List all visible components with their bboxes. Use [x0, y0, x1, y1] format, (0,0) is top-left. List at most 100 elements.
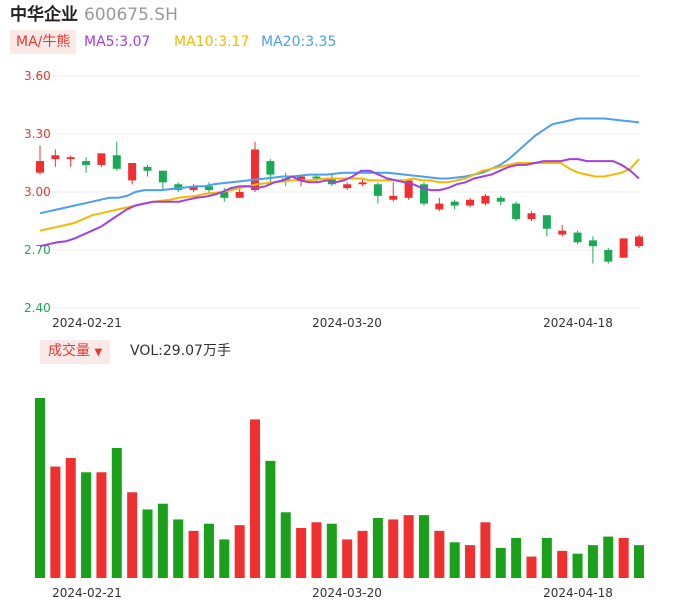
- y-tick-label: 3.30: [24, 127, 51, 141]
- volume-bar: [434, 530, 445, 578]
- volume-value: VOL:29.07万手: [130, 343, 231, 359]
- volume-bar: [65, 458, 76, 578]
- candle-body: [158, 170, 167, 183]
- y-tick-label: 2.40: [24, 301, 51, 315]
- volume-indicator-label: 成交量: [48, 343, 90, 359]
- volume-bar: [618, 538, 629, 578]
- volume-x-axis: 2024-02-21 2024-03-20 2024-04-18: [52, 586, 613, 600]
- volume-bar: [219, 539, 230, 578]
- y-tick-label: 2.70: [24, 243, 51, 257]
- volume-bar: [35, 398, 45, 578]
- volume-bar: [326, 523, 337, 578]
- candle-body: [419, 184, 428, 204]
- volume-bar: [81, 472, 92, 578]
- ma5-line: [39, 158, 640, 248]
- candle-body: [604, 250, 613, 262]
- volume-bar: [449, 542, 460, 578]
- price-grid: [38, 75, 640, 309]
- candle-body: [174, 184, 183, 191]
- volume-bar: [127, 492, 138, 578]
- volume-bar: [142, 509, 153, 578]
- volume-bar: [296, 528, 307, 578]
- candlestick-series: [36, 141, 643, 264]
- volume-bar: [526, 556, 537, 578]
- volume-bar: [372, 518, 383, 578]
- candle-body: [128, 163, 137, 181]
- volume-bar: [418, 515, 429, 578]
- volume-bar: [388, 519, 399, 578]
- candle-body: [189, 186, 198, 191]
- price-y-axis: 3.60 3.30 3.00 2.70 2.40: [24, 69, 51, 315]
- candle-body: [435, 203, 444, 210]
- volume-bars: [35, 398, 644, 578]
- y-tick-label: 3.00: [24, 185, 51, 199]
- candle-body: [404, 180, 413, 198]
- candle-body: [312, 176, 321, 179]
- stock-name: 中华企业: [10, 5, 78, 25]
- candle-body: [373, 184, 382, 196]
- candle-body: [389, 195, 398, 200]
- candle-body: [220, 192, 229, 198]
- volume-bar: [234, 525, 245, 578]
- volume-bar: [403, 515, 414, 578]
- candle-body: [251, 149, 260, 191]
- ma5-label: MA5:3.07: [84, 34, 151, 50]
- x-tick-label: 2024-04-18: [543, 586, 613, 600]
- volume-bar: [188, 530, 199, 578]
- candle-body: [542, 215, 551, 229]
- volume-bar: [111, 448, 122, 578]
- x-tick-label: 2024-02-21: [52, 586, 122, 600]
- volume-bar: [265, 460, 276, 578]
- candle-body: [112, 155, 121, 169]
- volume-bar: [280, 512, 291, 578]
- candle-body: [466, 199, 475, 206]
- volume-bar: [634, 545, 644, 578]
- candle-body: [235, 192, 244, 198]
- candle-body: [481, 195, 490, 204]
- candle-body: [297, 176, 306, 181]
- candle-body: [266, 161, 275, 175]
- volume-bar: [511, 538, 522, 578]
- volume-bar: [603, 536, 614, 578]
- candle-body: [343, 184, 352, 189]
- stock-title: 中华企业 600675.SH: [10, 4, 178, 26]
- candle-body: [619, 238, 628, 258]
- ma20-line: [39, 117, 640, 215]
- volume-bar: [465, 545, 476, 578]
- x-tick-label: 2024-03-20: [312, 316, 382, 330]
- x-tick-label: 2024-02-21: [52, 316, 122, 330]
- volume-indicator-tab[interactable]: 成交量 ▼: [40, 340, 111, 364]
- candle-body: [450, 201, 459, 206]
- candle-body: [143, 166, 152, 171]
- candle-body: [36, 161, 44, 173]
- volume-bar: [50, 466, 61, 578]
- dropdown-arrow-icon: ▼: [94, 347, 103, 358]
- volume-bar: [250, 419, 261, 578]
- candle-body: [51, 155, 60, 160]
- volume-bar: [357, 530, 368, 578]
- candle-body: [558, 230, 567, 235]
- volume-bar: [587, 545, 598, 578]
- candle-body: [97, 153, 106, 165]
- volume-bar: [311, 522, 322, 578]
- ma-indicator-tab[interactable]: MA/牛熊: [10, 30, 77, 54]
- volume-bar: [480, 522, 491, 578]
- x-tick-label: 2024-03-20: [312, 586, 382, 600]
- candle-body: [496, 197, 505, 202]
- candle-body: [512, 203, 521, 220]
- candle-body: [588, 240, 597, 247]
- x-tick-label: 2024-04-18: [543, 316, 613, 330]
- volume-bar: [203, 523, 214, 578]
- ma10-label: MA10:3.17: [174, 34, 250, 50]
- candle-body: [527, 213, 536, 220]
- candle-body: [82, 161, 91, 165]
- candle-body: [66, 157, 75, 160]
- volume-bar: [572, 553, 583, 578]
- price-x-axis: 2024-02-21 2024-03-20 2024-04-18: [52, 316, 613, 330]
- ma20-label: MA20:3.35: [261, 34, 337, 50]
- volume-bar: [157, 503, 168, 578]
- candle-body: [635, 236, 643, 247]
- candle-body: [358, 182, 367, 185]
- volume-bar: [173, 519, 184, 578]
